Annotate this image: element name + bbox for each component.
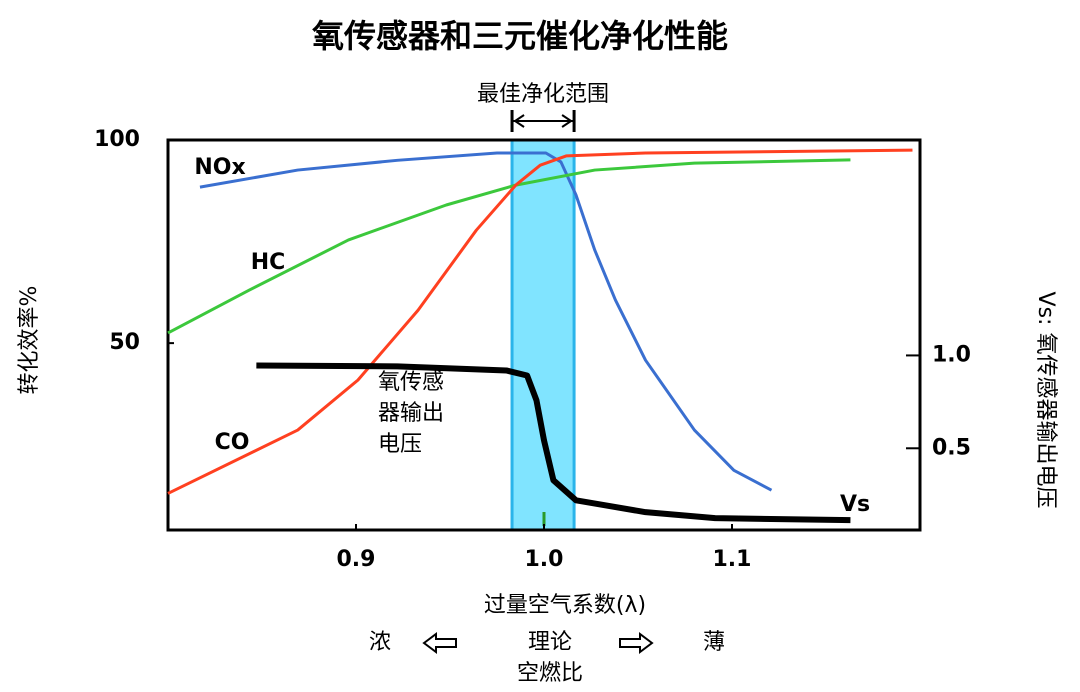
band-label: 最佳净化范围: [477, 82, 609, 107]
annotation: 器输出: [378, 401, 444, 426]
arrow-left: [422, 632, 457, 654]
y-axis-label: 转化效率%: [17, 286, 42, 395]
arrow-right: [619, 632, 654, 654]
y2-axis-label: Vs: 氧传感器输出电压: [1033, 292, 1058, 509]
series-label: NOx: [194, 155, 245, 180]
lean-label: 薄: [703, 630, 725, 655]
stoich-label: 空燃比: [517, 661, 583, 686]
band-arrow: [561, 114, 573, 128]
series-line: [167, 158, 851, 335]
series-label: CO: [215, 430, 250, 455]
x-tick-label: 1.1: [713, 547, 752, 572]
stoich-label: 理论: [528, 630, 572, 655]
series-label: Vs: [840, 492, 870, 517]
x-axis-label: 过量空气系数(λ): [484, 593, 646, 618]
x-tick-label: 1.0: [525, 547, 564, 572]
series-line: [256, 362, 851, 524]
y-tick-label: 50: [109, 330, 140, 355]
band-arrow: [513, 114, 525, 128]
annotation: 氧传感: [378, 370, 444, 395]
optimal-band: [510, 138, 576, 532]
y2-tick-label: 0.5: [932, 435, 971, 460]
rich-label: 浓: [369, 630, 391, 655]
x-tick-label: 0.9: [337, 547, 376, 572]
chart-title: 氧传感器和三元催化净化性能: [312, 17, 728, 55]
series-label: HC: [251, 250, 286, 275]
series-line: [167, 148, 913, 495]
series-line: [199, 151, 773, 492]
y2-tick-label: 1.0: [932, 342, 971, 367]
annotation: 电压: [378, 432, 422, 457]
y-tick-label: 100: [94, 127, 140, 152]
